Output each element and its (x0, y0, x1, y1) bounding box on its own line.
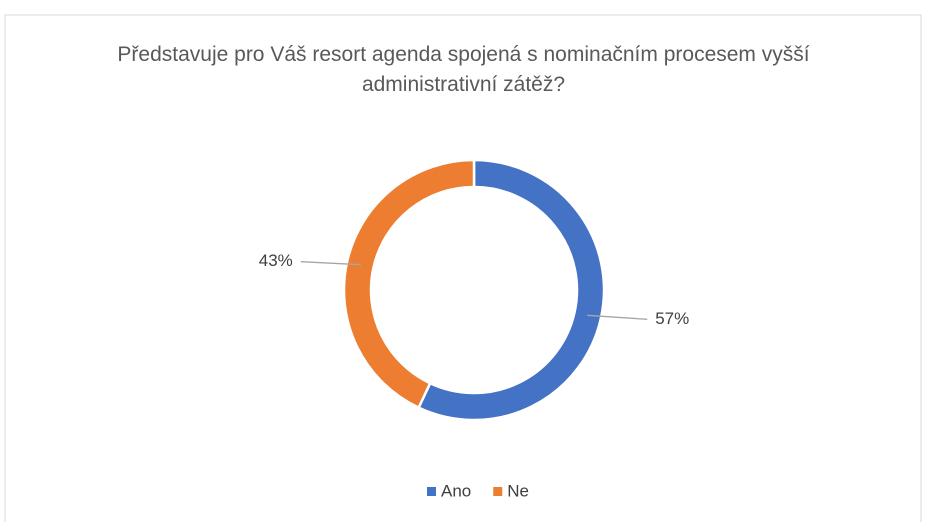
data-label: 43% (259, 251, 293, 270)
legend-label: Ne (507, 481, 529, 500)
leader-line (587, 314, 648, 320)
legend-swatch (427, 487, 436, 496)
leader-line (300, 261, 361, 266)
data-label: 57% (655, 309, 689, 328)
legend-label: Ano (441, 481, 471, 500)
donut-segment (342, 158, 476, 410)
chart-title: Představuje pro Váš resort agenda spojen… (117, 43, 810, 96)
donut-segment (416, 158, 606, 422)
legend-swatch (493, 487, 503, 496)
chart-frame (4, 14, 922, 522)
